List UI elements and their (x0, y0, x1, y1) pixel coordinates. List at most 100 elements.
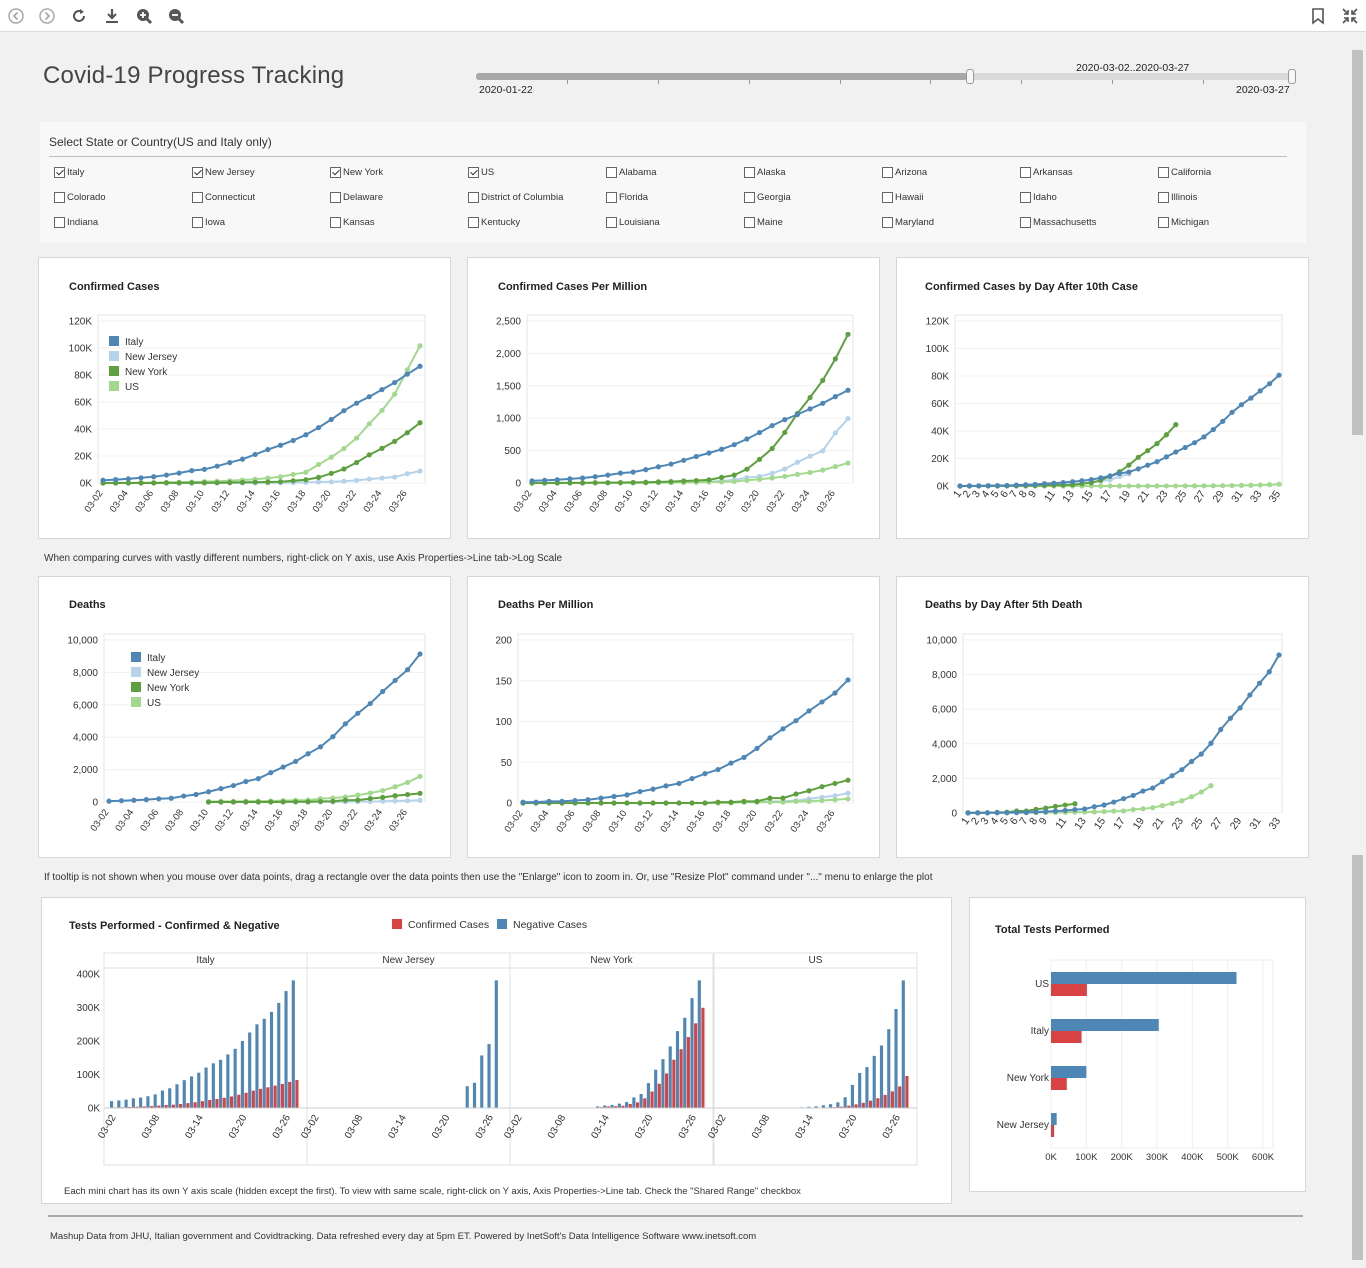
checkbox-icon[interactable] (192, 167, 203, 178)
checkbox-illinois[interactable]: Illinois (1158, 192, 1197, 203)
checkbox-new-jersey[interactable]: New Jersey (192, 167, 255, 178)
slider-handle-start[interactable] (965, 69, 974, 84)
checkbox-icon[interactable] (330, 167, 341, 178)
checkbox-icon[interactable] (606, 217, 617, 228)
checkbox-hawaii[interactable]: Hawaii (882, 192, 924, 203)
x-tick-label: 9 (1037, 815, 1050, 827)
checkbox-icon[interactable] (468, 217, 479, 228)
checkbox-icon[interactable] (744, 167, 755, 178)
checkbox-arizona[interactable]: Arizona (882, 167, 927, 178)
checkbox-idaho[interactable]: Idaho (1020, 192, 1057, 203)
slider-handle-end[interactable] (1288, 69, 1296, 84)
checkbox-florida[interactable]: Florida (606, 192, 648, 203)
checkbox-icon[interactable] (882, 167, 893, 178)
x-tick-label: 1 (959, 815, 972, 827)
bookmark-icon[interactable] (1307, 5, 1329, 27)
bar-negative (226, 1054, 230, 1108)
refresh-icon[interactable] (68, 5, 90, 27)
data-point (341, 478, 347, 484)
x-tick-label: 600K (1252, 1152, 1275, 1163)
checkbox-indiana[interactable]: Indiana (54, 217, 98, 228)
checkbox-us[interactable]: US (468, 167, 494, 178)
data-point (367, 795, 373, 802)
checkbox-icon[interactable] (192, 217, 203, 228)
checkbox-michigan[interactable]: Michigan (1158, 217, 1209, 228)
checkbox-kansas[interactable]: Kansas (330, 217, 375, 228)
zoom-in-icon[interactable] (133, 5, 155, 27)
checkbox-icon[interactable] (330, 217, 341, 228)
checkbox-icon[interactable] (1158, 192, 1169, 203)
checkbox-delaware[interactable]: Delaware (330, 192, 383, 203)
data-point (341, 408, 347, 414)
checkbox-icon[interactable] (468, 167, 479, 178)
checkbox-icon[interactable] (882, 192, 893, 203)
total-tests-chart[interactable]: 0K 100K 200K 300K 400K 500K 600K US Italy New Yor… (970, 898, 1305, 1191)
tests-performed-chart[interactable]: Confirmed Cases Negative Cases 0K 100K 200K 3… (42, 898, 951, 1203)
checkbox-georgia[interactable]: Georgia (744, 192, 791, 203)
download-icon[interactable] (101, 5, 123, 27)
data-point (1101, 802, 1107, 808)
checkbox-icon[interactable] (330, 192, 341, 203)
checkbox-icon[interactable] (1158, 167, 1169, 178)
data-point (994, 810, 1000, 816)
checkbox-district-of-columbia[interactable]: District of Columbia (468, 192, 563, 203)
checkbox-icon[interactable] (606, 192, 617, 203)
forward-icon[interactable] (36, 5, 58, 27)
checkbox-icon[interactable] (1020, 167, 1031, 178)
checkbox-maine[interactable]: Maine (744, 217, 783, 228)
checkbox-arkansas[interactable]: Arkansas (1020, 167, 1073, 178)
back-icon[interactable] (5, 5, 27, 27)
checkbox-icon[interactable] (1158, 217, 1169, 228)
scrollbar-thumb[interactable] (1352, 855, 1363, 1260)
checkbox-icon[interactable] (54, 167, 65, 178)
checkbox-icon[interactable] (744, 217, 755, 228)
checkbox-icon[interactable] (54, 217, 65, 228)
date-range-slider[interactable]: 2020-03-02..2020-03-27 2020-01-22 2020-0… (476, 60, 1296, 100)
bar-negative (858, 1073, 862, 1108)
data-point (265, 479, 271, 485)
checkbox-maryland[interactable]: Maryland (882, 217, 934, 228)
checkbox-alaska[interactable]: Alaska (744, 167, 786, 178)
checkbox-new-york[interactable]: New York (330, 167, 383, 178)
checkbox-label: Delaware (343, 192, 384, 203)
checkbox-kentucky[interactable]: Kentucky (468, 217, 520, 228)
checkbox-icon[interactable] (1020, 192, 1031, 203)
checkbox-louisiana[interactable]: Louisiana (606, 217, 660, 228)
checkbox-italy[interactable]: Italy (54, 167, 84, 178)
checkbox-massachusetts[interactable]: Massachusetts (1020, 217, 1096, 228)
data-point (1052, 803, 1059, 809)
data-point (719, 446, 725, 452)
checkbox-icon[interactable] (606, 167, 617, 178)
checkbox-icon[interactable] (192, 192, 203, 203)
data-point (845, 677, 851, 683)
checkbox-icon[interactable] (54, 192, 65, 203)
scrollbar-thumb[interactable] (1352, 50, 1363, 435)
legend-swatch (109, 381, 119, 391)
zoom-out-icon[interactable] (165, 5, 187, 27)
checkbox-icon[interactable] (744, 192, 755, 203)
data-point (1179, 767, 1185, 773)
data-point (756, 429, 763, 436)
data-point (1023, 809, 1029, 816)
checkbox-connecticut[interactable]: Connecticut (192, 192, 255, 203)
checkbox-icon[interactable] (468, 192, 479, 203)
checkbox-icon[interactable] (882, 217, 893, 228)
checkbox-icon[interactable] (1020, 217, 1031, 228)
bar-confirmed (650, 1091, 654, 1108)
checkbox-colorado[interactable]: Colorado (54, 192, 106, 203)
data-point (1013, 482, 1019, 488)
data-point (845, 331, 851, 337)
checkbox-alabama[interactable]: Alabama (606, 167, 657, 178)
y-tick-label: 1,000 (496, 414, 521, 425)
collapse-icon[interactable] (1339, 5, 1361, 27)
checkbox-california[interactable]: California (1158, 167, 1211, 178)
data-point (239, 456, 246, 462)
data-point (1150, 805, 1156, 811)
checkbox-iowa[interactable]: Iowa (192, 217, 225, 228)
